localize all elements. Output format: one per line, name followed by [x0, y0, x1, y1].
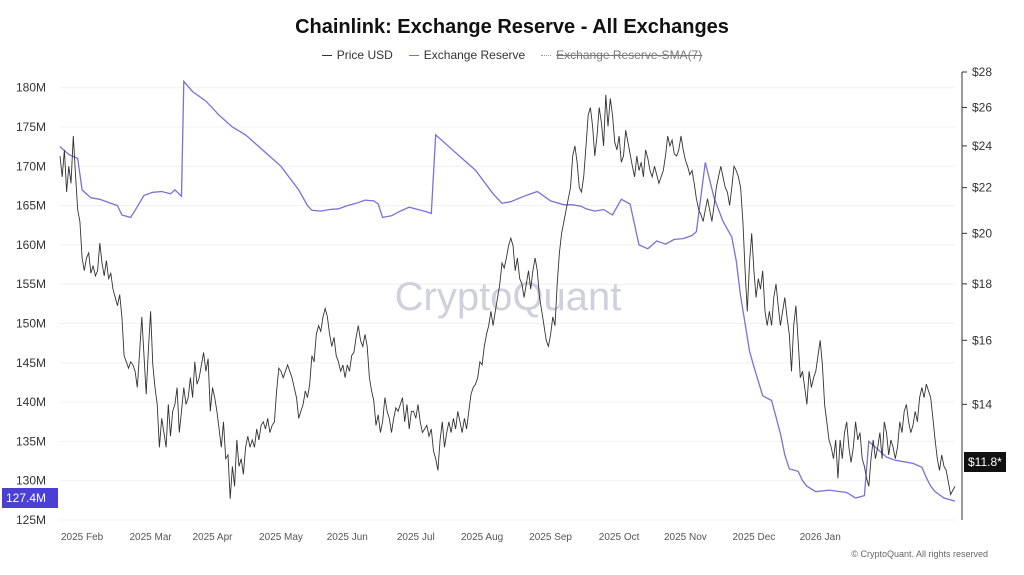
legend-swatch-price	[321, 54, 332, 56]
legend: Price USD Exchange Reserve Exchange Rese…	[0, 48, 1024, 62]
left-tick-label: 145M	[16, 356, 46, 370]
right-tick-label: $16	[972, 333, 992, 347]
left-tick-label: 170M	[16, 159, 46, 173]
legend-label-sma: Exchange Reserve-SMA(7)	[556, 48, 703, 62]
series-exchange-reserve	[59, 79, 956, 502]
current-reserve-badge: 127.4M	[2, 488, 58, 508]
legend-label-price: Price USD	[336, 48, 393, 62]
left-tick-label: 135M	[16, 434, 46, 448]
legend-swatch-reserve	[408, 54, 419, 56]
x-tick-label: 2025 Oct	[599, 532, 640, 543]
legend-item-reserve[interactable]: Exchange Reserve	[408, 48, 526, 62]
series-price-usd	[59, 94, 956, 499]
watermark: CryptoQuant	[395, 275, 622, 319]
x-tick-label: 2025 Jun	[327, 532, 368, 543]
x-tick-label: 2026 Jan	[800, 532, 841, 543]
x-tick-label: 2025 Feb	[61, 532, 104, 543]
current-price-badge: $11.8*	[964, 452, 1006, 472]
x-tick-label: 2025 Aug	[461, 532, 503, 543]
left-tick-label: 150M	[16, 317, 46, 331]
right-tick-label: $20	[972, 226, 992, 240]
left-tick-label: 140M	[16, 395, 46, 409]
legend-label-reserve: Exchange Reserve	[423, 48, 526, 62]
left-tick-label: 160M	[16, 238, 46, 252]
x-tick-label: 2025 May	[259, 532, 303, 543]
left-tick-label: 130M	[16, 474, 46, 488]
x-tick-label: 2025 Apr	[192, 532, 233, 543]
x-tick-label: 2025 Sep	[529, 532, 572, 543]
left-tick-label: 180M	[16, 81, 46, 95]
x-tick-label: 2025 Jul	[397, 532, 435, 543]
right-tick-label: $24	[972, 139, 992, 153]
right-tick-label: $26	[972, 101, 992, 115]
left-axis: 180M 175M 170M 165M 160M 155M 150M 145M 140M 135M…	[16, 81, 46, 527]
grid	[60, 87, 955, 521]
x-axis: 2025 Feb 2025 Mar 2025 Apr 2025 May 2025 Jun…	[61, 532, 841, 543]
right-tick-label: $22	[972, 181, 992, 195]
left-tick-label: 125M	[16, 513, 46, 527]
legend-item-sma[interactable]: Exchange Reserve-SMA(7)	[541, 48, 702, 62]
x-tick-label: 2025 Mar	[129, 532, 172, 543]
left-tick-label: 175M	[16, 120, 46, 134]
right-axis: $28 $26 $24 $22 $20 $18 $16 $14	[962, 65, 992, 411]
right-tick-label: $14	[972, 397, 992, 411]
left-tick-label: 155M	[16, 277, 46, 291]
right-tick-label: $28	[972, 65, 992, 79]
left-tick-label: 165M	[16, 199, 46, 213]
x-tick-label: 2025 Dec	[732, 532, 775, 543]
x-tick-label: 2025 Nov	[664, 532, 707, 543]
copyright: © CryptoQuant. All rights reserved	[851, 549, 988, 559]
chart-title: Chainlink: Exchange Reserve - All Exchan…	[295, 16, 729, 38]
right-tick-label: $18	[972, 277, 992, 291]
legend-item-price[interactable]: Price USD	[321, 48, 393, 62]
legend-swatch-sma	[541, 54, 552, 56]
